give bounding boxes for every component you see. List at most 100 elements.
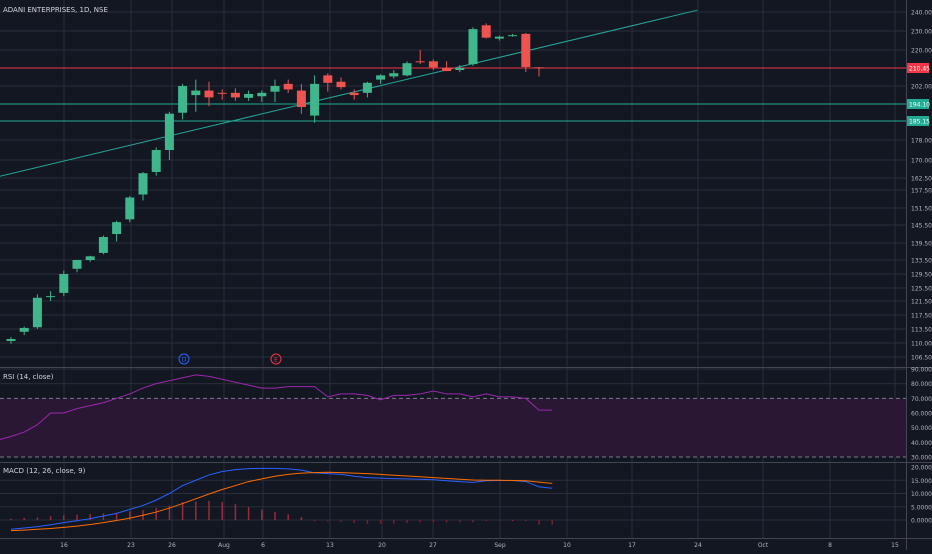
candle (481, 23, 491, 39)
macd-histogram-bar (76, 514, 78, 520)
macd-pane[interactable] (10, 467, 553, 532)
candle-body (336, 81, 346, 88)
x-tick-label: 24 (694, 542, 702, 549)
macd-histogram-bar (485, 520, 487, 521)
candle-body (481, 25, 491, 38)
trend-line (0, 9, 698, 177)
x-tick-label: 8 (828, 542, 832, 549)
rsi-band (0, 398, 906, 457)
candle (494, 35, 504, 41)
candle (362, 81, 372, 98)
price-tick-label: 117.50 (911, 313, 932, 320)
candle-body (19, 327, 29, 332)
macd-histogram-bar (247, 507, 250, 520)
macd-histogram-bar (115, 512, 118, 520)
candle (178, 83, 188, 120)
candle-body (283, 83, 293, 90)
macd-histogram-bar (459, 520, 461, 523)
candle-body (257, 92, 267, 97)
rsi-tick-label: 40.0000 (911, 440, 932, 447)
macd-histogram-bar (195, 501, 197, 520)
candle (230, 88, 240, 101)
candle-body (98, 237, 108, 253)
macd-histogram-bar (432, 520, 435, 523)
candle-body (389, 73, 399, 77)
rsi-tick-label: 90.0000 (911, 367, 932, 374)
macd-histogram-bar (327, 520, 329, 522)
candle (204, 81, 214, 107)
candle-body (521, 33, 531, 67)
event-marker (178, 353, 190, 365)
price-label-bg (907, 116, 929, 126)
candle (376, 74, 386, 84)
macd-histogram-bar (313, 520, 316, 521)
candle-body (151, 150, 161, 172)
macd-histogram-bar (168, 505, 171, 520)
macd-histogram-bar (102, 513, 105, 520)
candle-body (178, 86, 188, 113)
candle (521, 32, 531, 73)
macd-series-line (10, 467, 553, 530)
candle-body (244, 93, 254, 98)
candle-body (85, 256, 95, 260)
macd-title: MACD (12, 26, close, 9) (3, 467, 86, 475)
macd-histogram-bar (23, 517, 25, 520)
candle (125, 196, 135, 223)
macd-histogram-bar (445, 520, 448, 523)
macd-histogram-bar (181, 501, 184, 520)
candle-body (323, 75, 333, 83)
candle (508, 33, 518, 37)
price-tick-label: 220.00 (911, 48, 932, 55)
price-tick-label: 106.50 (911, 355, 932, 362)
candle (468, 27, 478, 67)
macd-series-line (10, 471, 553, 532)
price-tick-label: 110.00 (911, 341, 932, 348)
rsi-tick-label: 50.0000 (911, 425, 932, 432)
event-marker-label: E (274, 357, 278, 364)
price-tick-label: 145.50 (911, 223, 932, 230)
macd-tick-label: 10.0000 (911, 491, 932, 498)
price-tick-label: 113.50 (911, 327, 932, 334)
x-tick-label: 27 (429, 542, 437, 549)
x-tick-label: Aug (218, 542, 230, 549)
candle (270, 79, 280, 102)
macd-histogram-bar (379, 520, 382, 524)
macd-histogram-bar (49, 516, 52, 520)
macd-histogram-bar (274, 512, 276, 520)
event-marker-label: D (182, 357, 187, 364)
candle-body (59, 274, 69, 293)
macd-histogram-bar (300, 517, 303, 520)
macd-histogram-bar (538, 520, 540, 525)
candle-body (508, 35, 518, 37)
macd-histogram-bar (63, 515, 65, 520)
macd-histogram-bar (89, 514, 91, 520)
x-tick-label: 20 (378, 542, 386, 549)
candle-body (442, 67, 452, 72)
rsi-pane[interactable] (0, 374, 906, 458)
price-tick-label: 240.00 (911, 10, 932, 17)
macd-histogram-bar (366, 520, 369, 524)
price-tick-label: 125.50 (911, 286, 932, 293)
candle (310, 75, 320, 123)
price-label: 185.15 (909, 119, 930, 126)
candle-body (415, 61, 425, 63)
candle-body (164, 113, 174, 150)
candle (138, 172, 148, 201)
candle (283, 79, 293, 93)
price-tick-label: 121.50 (911, 299, 932, 306)
macd-histogram-bar (208, 500, 210, 520)
macd-histogram-bar (10, 518, 12, 520)
macd-histogram-bar (221, 501, 223, 520)
macd-tick-label: 20.0000 (911, 465, 932, 472)
event-marker (270, 353, 282, 365)
macd-histogram-bar (393, 520, 395, 524)
candle-body (191, 90, 201, 96)
candle (98, 235, 108, 255)
candle-body (138, 173, 148, 195)
macd-histogram-bar (155, 508, 157, 520)
macd-tick-label: 15.0000 (911, 478, 932, 485)
